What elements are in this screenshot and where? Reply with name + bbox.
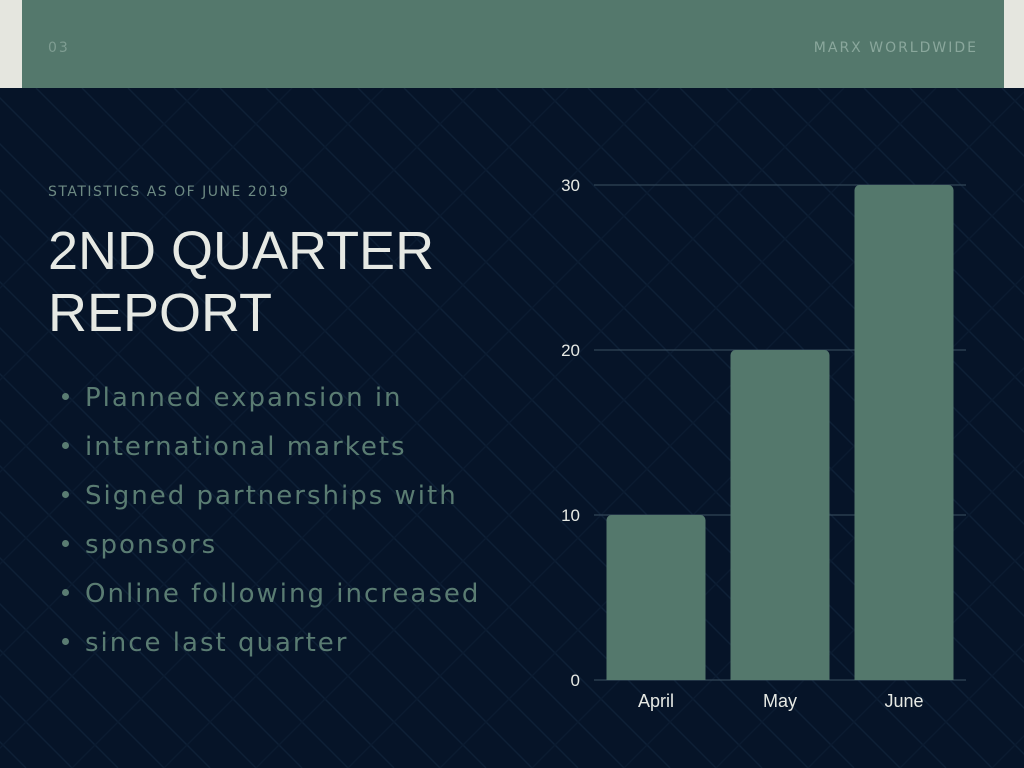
bar-chart: 0 10 20 30 April May June (561, 176, 966, 711)
page-number: 03 (48, 40, 70, 56)
bullet-text: Planned expansion in (85, 383, 403, 413)
bullet-text: Signed partnerships with (85, 481, 458, 511)
bar-base-may (730, 674, 830, 680)
bullet-list: Planned expansion in international marke… (62, 376, 480, 670)
bullet-item: Online following increased (62, 572, 480, 621)
bullet-item: international markets (62, 425, 480, 474)
bullet-item: Planned expansion in (62, 376, 480, 425)
x-tick-label: April (638, 691, 674, 711)
title-line-1: 2ND QUARTER (48, 221, 435, 281)
bar-june (854, 185, 954, 680)
bullet-item: since last quarter (62, 621, 480, 670)
bar-base-april (606, 674, 706, 680)
bullet-text: sponsors (85, 530, 218, 560)
bullet-text: international markets (85, 432, 407, 462)
title-line-2: REPORT (48, 283, 273, 343)
slide-title: 2ND QUARTER REPORT (48, 220, 508, 344)
bullet-dot-icon (62, 491, 69, 498)
bullet-dot-icon (62, 638, 69, 645)
bar-base-june (854, 674, 954, 680)
slide-subtitle: STATISTICS AS OF JUNE 2019 (48, 184, 290, 200)
x-tick-label: May (763, 691, 797, 711)
y-tick-label: 10 (561, 506, 580, 525)
bullet-dot-icon (62, 393, 69, 400)
y-tick-label: 20 (561, 341, 580, 360)
bullet-dot-icon (62, 442, 69, 449)
left-edge-strip (0, 0, 22, 88)
y-tick-label: 0 (571, 671, 580, 690)
x-tick-label: June (884, 691, 923, 711)
bullet-item: sponsors (62, 523, 480, 572)
bullet-text: since last quarter (85, 628, 349, 658)
bar-april (606, 515, 706, 680)
right-edge-strip (1004, 0, 1024, 88)
y-tick-label: 30 (561, 176, 580, 195)
header-band: 03 MARX WORLDWIDE (22, 0, 1004, 88)
bullet-text: Online following increased (85, 579, 481, 609)
brand-name: MARX WORLDWIDE (813, 40, 978, 56)
bullet-item: Signed partnerships with (62, 474, 480, 523)
bar-may (730, 350, 830, 680)
bullet-dot-icon (62, 540, 69, 547)
bullet-dot-icon (62, 589, 69, 596)
